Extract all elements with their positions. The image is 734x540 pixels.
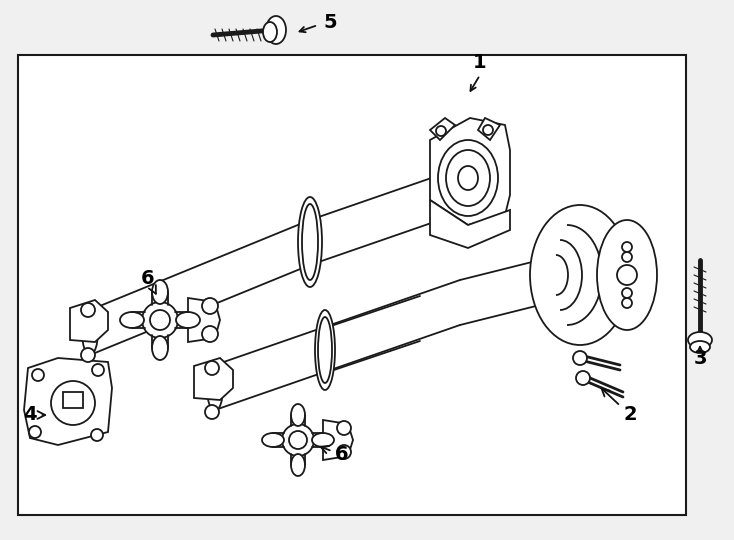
Ellipse shape (315, 310, 335, 390)
Ellipse shape (597, 220, 657, 330)
Ellipse shape (291, 404, 305, 426)
Ellipse shape (152, 336, 168, 360)
Ellipse shape (337, 421, 351, 435)
Ellipse shape (622, 288, 632, 298)
Ellipse shape (150, 310, 170, 330)
Ellipse shape (152, 280, 168, 304)
Ellipse shape (262, 433, 284, 447)
Polygon shape (430, 200, 510, 248)
Ellipse shape (458, 166, 478, 190)
Ellipse shape (312, 433, 334, 447)
Text: 5: 5 (323, 12, 337, 31)
Ellipse shape (82, 309, 98, 355)
Text: 1: 1 (473, 52, 487, 71)
Polygon shape (430, 118, 455, 140)
Ellipse shape (298, 197, 322, 287)
Ellipse shape (51, 381, 95, 425)
Ellipse shape (202, 298, 218, 314)
Ellipse shape (337, 445, 351, 459)
Text: 2: 2 (601, 388, 637, 424)
Text: 6: 6 (321, 446, 349, 464)
Ellipse shape (617, 265, 637, 285)
Ellipse shape (92, 364, 104, 376)
Ellipse shape (622, 298, 632, 308)
Ellipse shape (436, 126, 446, 136)
Polygon shape (63, 392, 83, 408)
Ellipse shape (81, 348, 95, 362)
Ellipse shape (32, 369, 44, 381)
Polygon shape (194, 358, 233, 400)
Ellipse shape (438, 140, 498, 216)
Ellipse shape (207, 365, 223, 411)
Ellipse shape (205, 361, 219, 375)
Ellipse shape (263, 22, 277, 42)
Text: 3: 3 (693, 348, 707, 368)
Text: 4: 4 (23, 406, 46, 424)
Text: 6: 6 (141, 268, 156, 294)
Ellipse shape (291, 454, 305, 476)
Polygon shape (188, 298, 220, 342)
Polygon shape (24, 358, 112, 445)
Ellipse shape (205, 405, 219, 419)
Ellipse shape (202, 326, 218, 342)
Polygon shape (430, 118, 510, 225)
Ellipse shape (688, 332, 712, 348)
Ellipse shape (91, 429, 103, 441)
Ellipse shape (29, 426, 41, 438)
Ellipse shape (142, 302, 178, 338)
Ellipse shape (483, 125, 493, 135)
Ellipse shape (530, 205, 630, 345)
Ellipse shape (176, 312, 200, 328)
Bar (18, 55, 686, 515)
Ellipse shape (573, 351, 587, 365)
Ellipse shape (446, 150, 490, 206)
Polygon shape (323, 420, 353, 460)
Ellipse shape (282, 424, 314, 456)
Polygon shape (70, 300, 108, 342)
Ellipse shape (120, 312, 144, 328)
Ellipse shape (266, 16, 286, 44)
Polygon shape (478, 118, 500, 140)
Ellipse shape (622, 242, 632, 252)
Ellipse shape (622, 252, 632, 262)
Ellipse shape (81, 303, 95, 317)
Ellipse shape (690, 341, 710, 353)
Ellipse shape (289, 431, 307, 449)
Ellipse shape (576, 371, 590, 385)
